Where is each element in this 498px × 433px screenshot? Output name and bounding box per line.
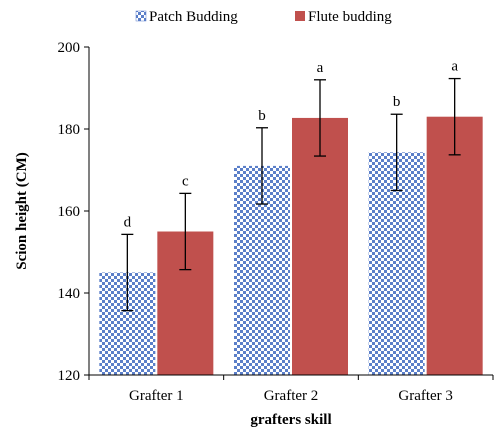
y-tick-label: 180 — [58, 122, 81, 138]
significance-letter: b — [258, 108, 266, 124]
bar-flute-budding — [292, 117, 348, 376]
y-tick-label: 120 — [58, 368, 81, 384]
y-axis-ticks: 120 140 160 180 200 — [58, 40, 89, 384]
legend-swatch-patch-budding — [135, 10, 147, 22]
significance-letter: a — [451, 59, 458, 75]
legend-label-patch-budding: Patch Budding — [149, 9, 238, 25]
x-tick-label: Grafter 2 — [264, 388, 319, 404]
x-axis-labels: Grafter 1 Grafter 2 Grafter 3 — [88, 375, 494, 404]
y-tick-label: 160 — [58, 204, 81, 220]
y-tick-label: 200 — [58, 40, 81, 56]
bar-flute-budding — [426, 116, 483, 375]
significance-letters: d b b c a a — [124, 59, 459, 231]
x-tick-label: Grafter 1 — [129, 388, 184, 404]
y-axis-title: Scion height (CM) — [14, 152, 30, 270]
legend: Patch Budding Flute budding — [135, 9, 392, 25]
significance-letter: d — [124, 214, 132, 230]
error-bars — [121, 77, 461, 312]
bars — [99, 116, 483, 376]
x-axis-title: grafters skill — [250, 412, 331, 428]
legend-label-flute-budding: Flute budding — [308, 9, 392, 25]
significance-letter: a — [317, 60, 324, 76]
x-tick-label: Grafter 3 — [398, 388, 453, 404]
legend-swatch-flute-budding — [295, 11, 305, 21]
significance-letter: c — [182, 173, 189, 189]
significance-letter: b — [393, 94, 401, 110]
y-tick-label: 140 — [58, 286, 81, 302]
